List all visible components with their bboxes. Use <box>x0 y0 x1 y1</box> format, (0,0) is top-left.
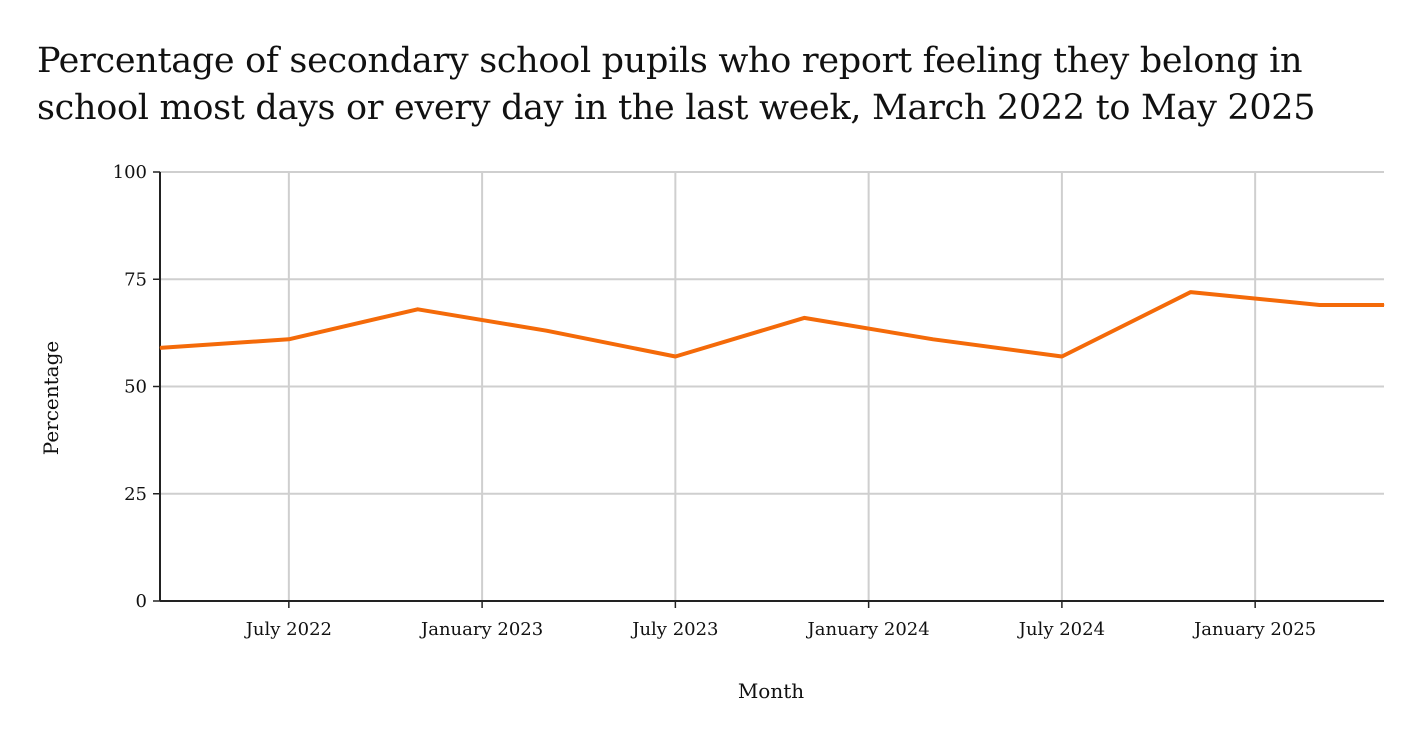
series-group <box>159 290 1385 359</box>
x-tick-labels: July 2022 January 2023 July 2023 January 20… <box>244 619 1317 640</box>
series-line <box>159 290 1384 359</box>
x-axis-label: Month <box>738 679 804 703</box>
y-axis-label: Percentage <box>39 341 63 455</box>
axes <box>153 171 1384 608</box>
y-tick-label: 75 <box>124 269 147 290</box>
data-point <box>1190 291 1192 293</box>
y-tick-label: 0 <box>136 591 147 612</box>
x-tick-label: July 2022 <box>244 619 332 640</box>
data-point <box>803 317 805 319</box>
data-point <box>674 355 676 357</box>
x-tick-label: January 2023 <box>419 619 543 640</box>
x-tick-label: January 2025 <box>1192 619 1316 640</box>
data-point <box>417 308 419 310</box>
x-tick-label: July 2024 <box>1017 619 1105 640</box>
y-tick-label: 100 <box>113 162 147 183</box>
data-point <box>288 338 290 340</box>
data-point <box>932 338 934 340</box>
x-tick-label: July 2023 <box>630 619 718 640</box>
data-point <box>1319 304 1321 306</box>
data-point <box>159 347 161 349</box>
gridlines <box>160 171 1384 601</box>
data-point <box>1061 355 1063 357</box>
data-point <box>1383 304 1385 306</box>
y-tick-labels: 0 25 50 75 100 <box>113 162 147 612</box>
y-tick-label: 50 <box>124 377 147 398</box>
chart-title: Percentage of secondary school pupils wh… <box>37 41 1316 128</box>
x-tick-label: January 2024 <box>806 619 930 640</box>
y-tick-label: 25 <box>124 484 147 505</box>
data-point <box>546 330 548 332</box>
